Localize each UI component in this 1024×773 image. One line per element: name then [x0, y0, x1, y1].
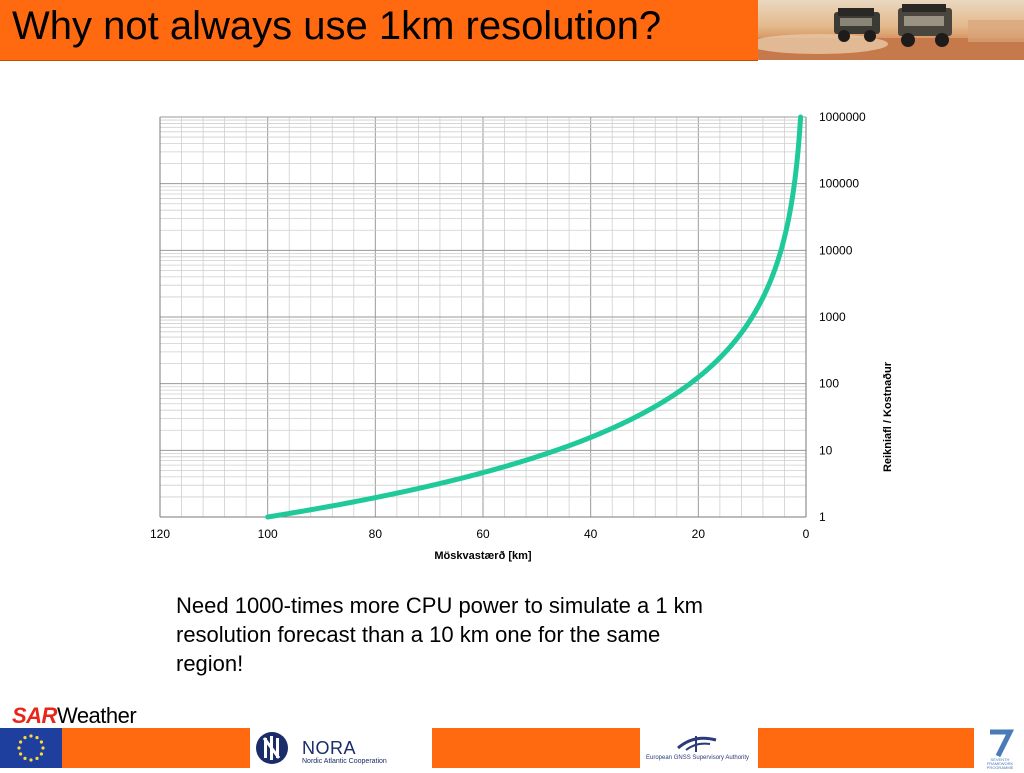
eu-star-icon — [39, 752, 44, 756]
y-tick-label: 1 — [819, 510, 826, 524]
title-bar: Why not always use 1km resolution? — [0, 0, 758, 61]
eu-star-icon — [39, 740, 44, 744]
x-tick-label: 80 — [369, 527, 383, 541]
series-line — [265, 114, 804, 520]
x-tick-label: 20 — [692, 527, 706, 541]
chart-grid — [159, 116, 807, 518]
sarweather-logo: SARWeather — [12, 703, 137, 729]
footer-gnss-panel — [640, 728, 758, 768]
nora-logo-icon — [254, 730, 294, 766]
x-tick-labels: 120 100 80 60 40 20 0 — [150, 527, 810, 541]
chart-svg: 120 100 80 60 40 20 0 1 10 100 1000 10000 100000 100… — [150, 110, 894, 562]
x-tick-label: 0 — [803, 527, 810, 541]
slide-title: Why not always use 1km resolution? — [12, 4, 662, 48]
eu-star-icon — [29, 758, 33, 762]
gnss-logo-icon — [672, 732, 722, 754]
brand-weather: Weather — [56, 703, 137, 728]
y-tick-label: 100 — [819, 377, 839, 391]
y-tick-labels: 1 10 100 1000 10000 100000 1000000 — [819, 110, 866, 524]
chart-area: 120 100 80 60 40 20 0 1 10 100 1000 10000 100000 100… — [0, 100, 1024, 570]
nora-subtitle: Nordic Atlantic Cooperation — [302, 758, 387, 765]
footer-orange-1 — [62, 728, 250, 768]
x-tick-label: 60 — [476, 527, 490, 541]
y-tick-label: 10 — [819, 443, 833, 457]
footer-orange-3 — [758, 728, 974, 768]
x-tick-label: 120 — [150, 527, 170, 541]
fp7-name: SEVENTH FRAMEWORK PROGRAMME — [986, 757, 1014, 770]
y-axis-label: Reikniafl / Kostnaður — [882, 361, 894, 472]
fp7-logo-icon — [984, 728, 1016, 758]
eu-star-icon — [41, 746, 45, 750]
nora-name: NORA — [302, 738, 357, 758]
eu-star-icon — [23, 736, 27, 740]
vehicles-photo-icon — [758, 4, 1024, 60]
x-tick-label: 100 — [258, 527, 278, 541]
x-tick-label: 40 — [584, 527, 598, 541]
caption-text: Need 1000-times more CPU power to simula… — [176, 593, 703, 676]
y-tick-label: 1000 — [819, 310, 846, 324]
eu-star-icon — [19, 740, 23, 744]
footer-orange-2 — [432, 728, 640, 768]
y-tick-label: 10000 — [819, 243, 853, 257]
brand-sar: SAR — [12, 703, 57, 728]
eu-star-icon — [35, 736, 39, 740]
footer-fp7-panel — [974, 728, 1024, 768]
gnss-name: European GNSS Supervisory Authority — [646, 755, 750, 761]
eu-star-icon — [23, 756, 27, 760]
y-tick-label: 1000000 — [819, 110, 866, 124]
eu-star-icon — [35, 756, 39, 760]
x-axis-label: Möskvastærð [km] — [434, 550, 532, 562]
footer-bar: NORA Nordic Atlantic Cooperation Europea… — [0, 728, 1024, 770]
y-tick-label: 100000 — [819, 177, 859, 191]
header-photo — [758, 0, 1024, 60]
eu-star-icon — [29, 734, 33, 738]
eu-star-icon — [19, 752, 23, 756]
eu-star-icon — [17, 746, 21, 750]
eu-flag-icon — [0, 728, 62, 768]
